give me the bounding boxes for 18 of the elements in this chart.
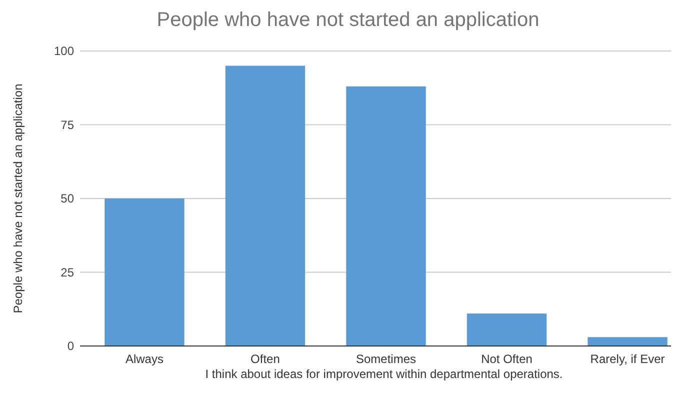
x-tick-label: Always [125, 352, 164, 366]
x-tick-label: Not Often [481, 352, 532, 366]
x-tick-label: Rarely, if Ever [590, 352, 665, 366]
y-tick-label: 25 [60, 265, 74, 280]
x-tick-label: Often [250, 352, 280, 366]
bar [466, 314, 547, 346]
chart-title: People who have not started an application [156, 9, 540, 31]
y-tick-label: 75 [60, 118, 74, 132]
y-axis-title: People who have not started an application [11, 84, 25, 314]
bar [346, 86, 426, 346]
y-tick-label: 0 [67, 339, 74, 354]
bar [225, 66, 306, 346]
bar [588, 337, 668, 346]
x-tick-label: Sometimes [356, 352, 416, 366]
y-tick-label: 50 [60, 192, 74, 206]
bar [104, 198, 184, 346]
y-tick-label: 100 [54, 44, 74, 58]
x-axis-title: I think about ideas for improvement within departmental operations. [205, 367, 563, 381]
